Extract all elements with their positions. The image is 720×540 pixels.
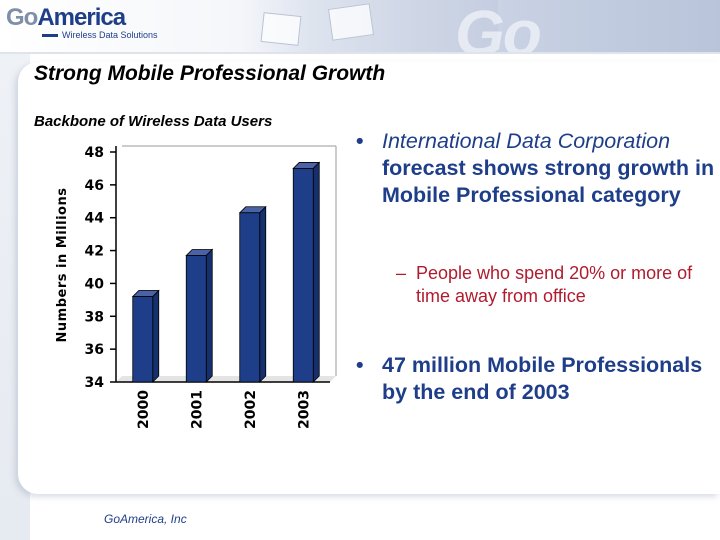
plot-area: 48 46 44 42 40 38 36 34 2000 2001 2002 2003 [85, 145, 337, 429]
y-tick-label: 42 [85, 244, 104, 260]
bullet-idc-text: forecast shows strong growth in Mobile P… [382, 156, 715, 207]
bar-side [259, 205, 267, 383]
y-tick-label: 46 [85, 178, 104, 194]
x-tick-label: 2002 [243, 390, 259, 429]
y-tick-label: 38 [85, 309, 104, 325]
sub-bullet-mobile-professional: – People who spend 20% or more of time a… [396, 262, 716, 308]
logo-tagline: Wireless Data Solutions [62, 30, 158, 40]
floor-face [116, 376, 336, 382]
bar-2000 [132, 296, 154, 383]
banner-paper [327, 3, 375, 41]
bar-2003 [292, 168, 314, 383]
bar-side [205, 248, 213, 383]
bullet-dot: • [356, 129, 364, 153]
y-tick-label: 34 [85, 375, 105, 391]
x-tick-label: 2001 [189, 390, 205, 429]
bullet-dot: • [356, 353, 364, 377]
logo: GoAmerica [6, 4, 126, 31]
header-banner: Go GoAmerica Wireless Data Solutions [0, 0, 720, 52]
footer-company: GoAmerica, Inc [104, 512, 187, 526]
logo-bar [42, 34, 58, 37]
bullet-idc-source: International Data Corporation [382, 129, 671, 153]
bar-side [152, 289, 160, 383]
bullet-47-million: • 47 million Mobile Professionals by the… [356, 352, 718, 406]
x-tick-label: 2003 [296, 390, 312, 429]
header-rule [0, 52, 720, 54]
y-tick-label: 44 [85, 211, 105, 227]
banner-watermark: Go [455, 0, 542, 52]
x-tick-label: 2000 [136, 390, 152, 429]
banner-paper [260, 12, 302, 46]
y-tick-label: 36 [85, 342, 104, 358]
bullet-47-million-text: 47 million Mobile Professionals by the e… [382, 353, 703, 404]
sub-bullet-text: People who spend 20% or more of time awa… [416, 263, 693, 306]
y-tick-label: 48 [85, 145, 104, 161]
bullet-idc: • International Data Corporation forecas… [356, 128, 718, 209]
y-tick-label: 40 [85, 276, 105, 292]
slide-title: Strong Mobile Professional Growth [34, 62, 386, 85]
bar-side [312, 161, 320, 383]
bar-chart: Numbers in Millions 48 46 44 42 40 38 36 34 2000… [55, 145, 337, 429]
sub-bullet-dash: – [396, 263, 407, 283]
bar-2002 [239, 212, 261, 383]
content-panel [18, 62, 720, 494]
bar-2001 [185, 255, 207, 383]
chart-title: Backbone of Wireless Data Users [34, 113, 273, 130]
y-axis-label: Numbers in Millions [55, 188, 70, 343]
